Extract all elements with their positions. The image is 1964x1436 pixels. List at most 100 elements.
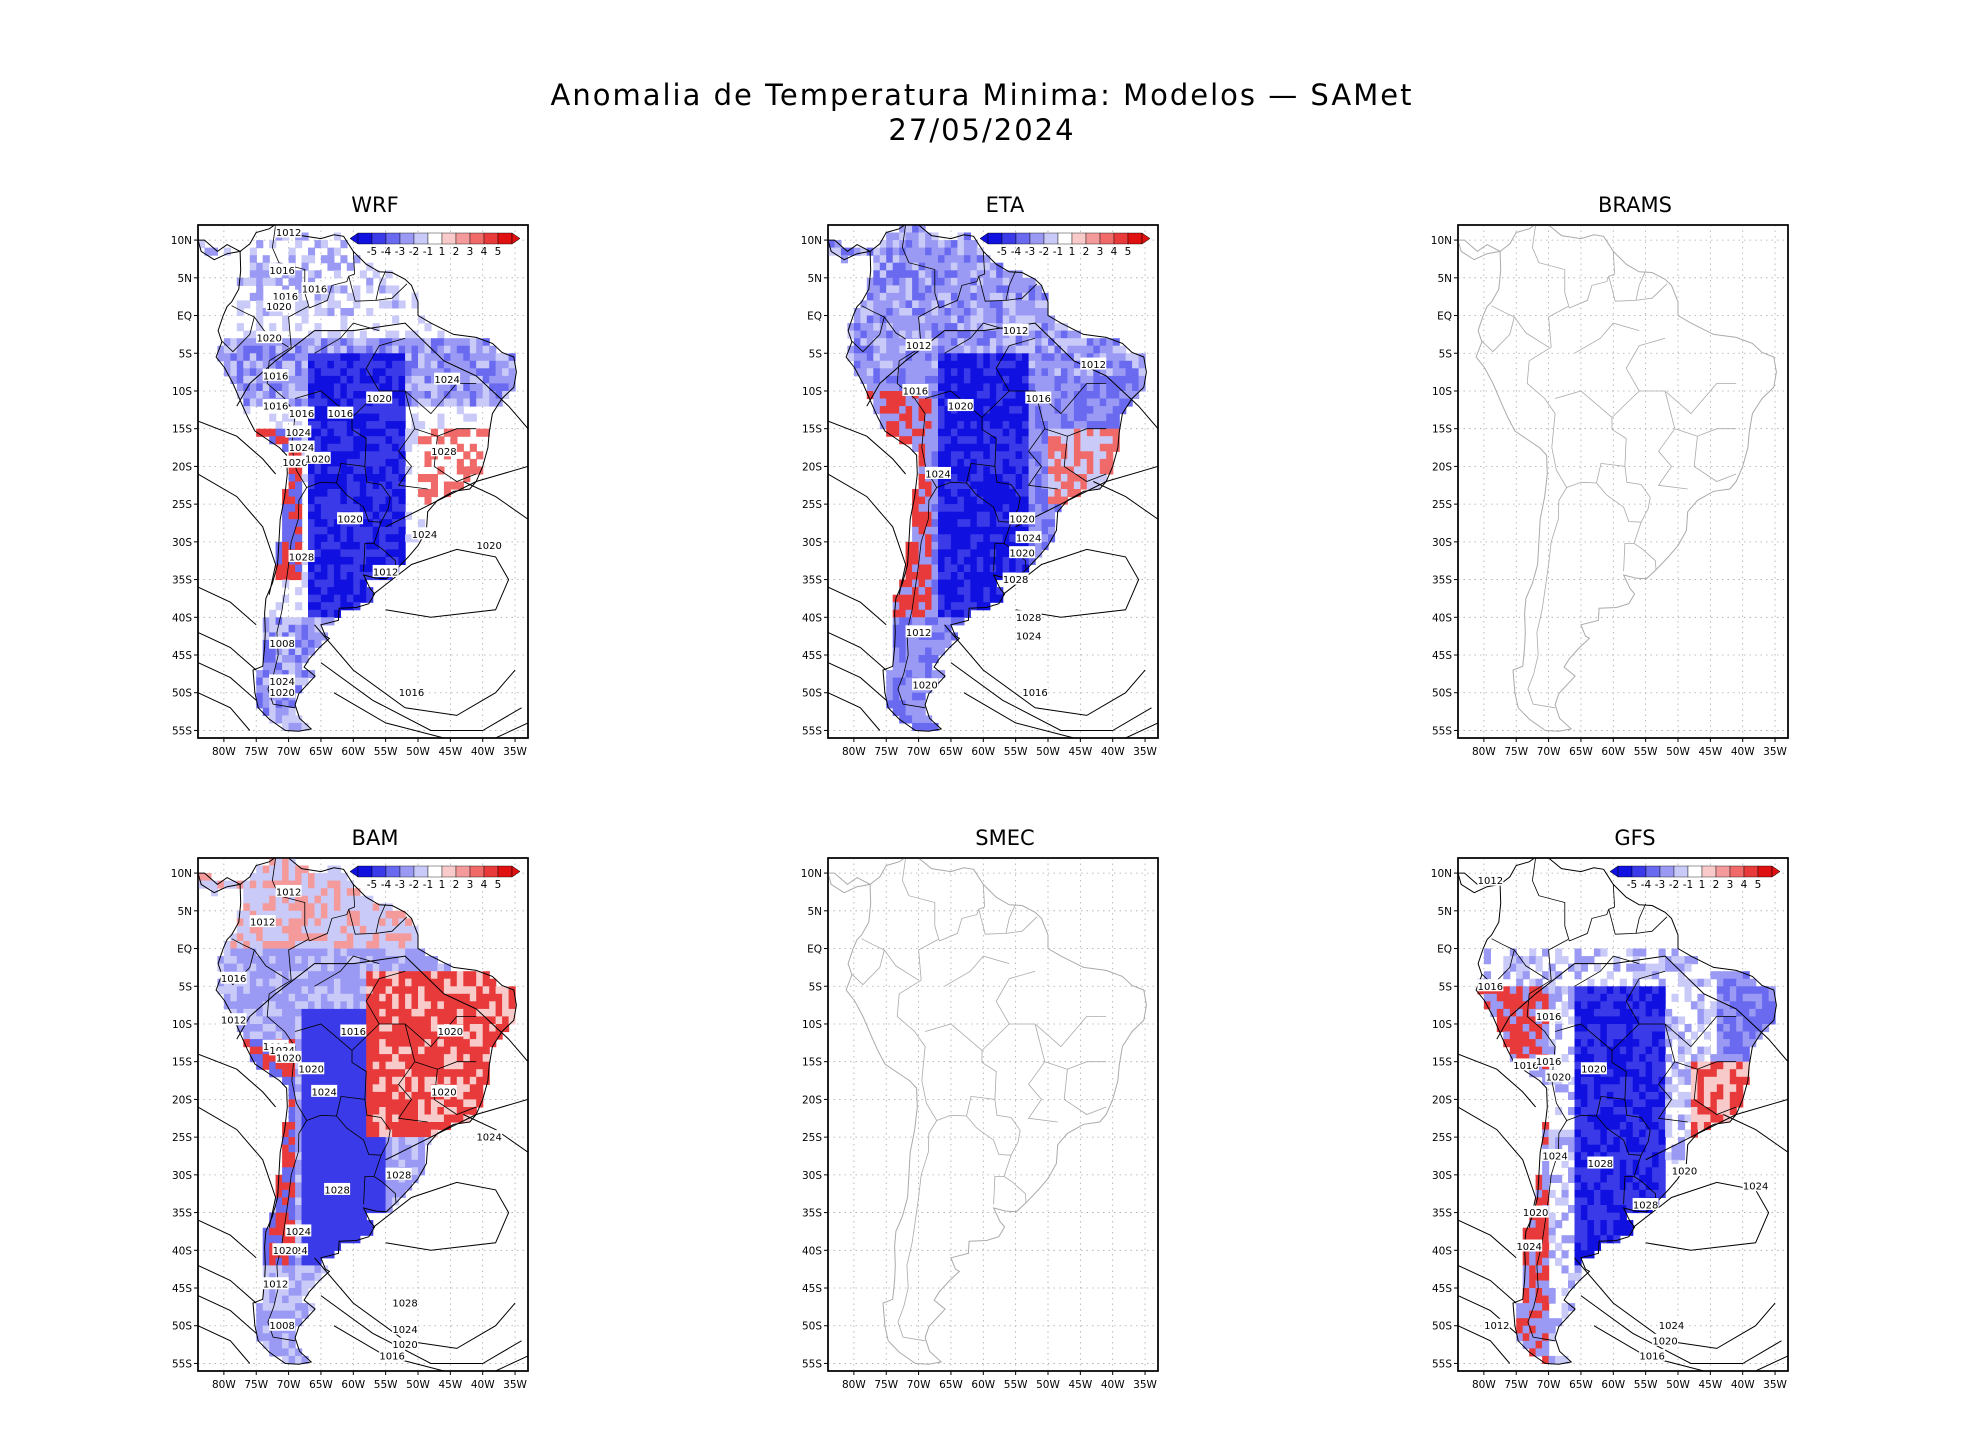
anomaly-cell <box>411 1129 419 1138</box>
anomaly-cell <box>983 406 991 415</box>
anomaly-cell <box>957 602 965 611</box>
anomaly-cell <box>301 1137 309 1146</box>
colorbar-label: 4 <box>1111 246 1118 258</box>
anomaly-cell <box>288 1084 296 1093</box>
anomaly-cell <box>1022 428 1030 437</box>
anomaly-cell <box>379 925 387 934</box>
anomaly-cell <box>430 963 438 972</box>
anomaly-cell <box>918 375 926 384</box>
anomaly-cell <box>983 338 991 347</box>
anomaly-cell <box>840 247 848 256</box>
anomaly-cell <box>879 330 887 339</box>
anomaly-cell <box>970 353 978 362</box>
anomaly-cell <box>430 489 438 498</box>
anomaly-cell <box>1112 345 1120 354</box>
anomaly-cell <box>1028 353 1036 362</box>
anomaly-cell <box>976 549 984 558</box>
anomaly-cell <box>359 466 367 475</box>
anomaly-cell <box>944 436 952 445</box>
anomaly-cell <box>1009 391 1017 400</box>
anomaly-cell <box>1067 421 1075 430</box>
anomaly-cell <box>308 1265 316 1274</box>
country-border <box>1625 337 1666 392</box>
anomaly-cell <box>288 1152 296 1161</box>
anomaly-cell <box>424 1031 432 1040</box>
anomaly-cell <box>430 360 438 369</box>
anomaly-cell <box>353 1122 361 1131</box>
anomaly-cell <box>308 933 316 942</box>
anomaly-cell <box>366 1197 374 1206</box>
anomaly-cell <box>346 489 354 498</box>
anomaly-cell <box>482 398 490 407</box>
anomaly-cell <box>1022 496 1030 505</box>
country-border <box>1633 522 1657 570</box>
anomaly-cell <box>970 421 978 430</box>
anomaly-cell <box>957 232 965 241</box>
anomaly-cell <box>366 1122 374 1131</box>
anomaly-cell <box>398 534 406 543</box>
anomaly-cell <box>931 255 939 264</box>
lat-label: EQ <box>177 311 192 323</box>
anomaly-cell <box>918 270 926 279</box>
anomaly-cell <box>938 458 946 467</box>
anomaly-cell <box>1138 383 1146 392</box>
anomaly-cell <box>282 315 290 324</box>
anomaly-cell <box>392 300 400 309</box>
anomaly-cell <box>1048 519 1056 528</box>
isobar-label: 1028 <box>289 552 314 563</box>
anomaly-cell <box>379 1129 387 1138</box>
anomaly-cell <box>392 933 400 942</box>
anomaly-cell <box>495 1016 503 1025</box>
anomaly-cell <box>249 956 257 965</box>
anomaly-cell <box>340 1054 348 1063</box>
anomaly-cell <box>353 918 361 927</box>
anomaly-cell <box>275 858 283 867</box>
anomaly-cell <box>269 391 277 400</box>
anomaly-cell <box>938 541 946 550</box>
isobar-label-bg <box>392 1296 419 1309</box>
anomaly-cell <box>359 918 367 927</box>
anomaly-cell <box>346 428 354 437</box>
anomaly-cell <box>1015 428 1023 437</box>
anomaly-cell <box>950 285 958 294</box>
anomaly-cell <box>989 338 997 347</box>
isobar-line <box>320 662 522 731</box>
anomaly-cell <box>476 1084 484 1093</box>
anomaly-cell <box>918 692 926 701</box>
anomaly-cell <box>398 345 406 354</box>
anomaly-cell <box>450 978 458 987</box>
anomaly-cell <box>418 948 426 957</box>
anomaly-cell <box>918 247 926 256</box>
anomaly-cell <box>469 398 477 407</box>
anomaly-cell <box>340 549 348 558</box>
anomaly-cell <box>886 323 894 332</box>
lat-label: 10N <box>171 235 192 247</box>
anomaly-cell <box>1060 406 1068 415</box>
anomaly-cell <box>288 481 296 490</box>
anomaly-cell <box>275 670 283 679</box>
isobar-label-bg <box>269 674 296 687</box>
anomaly-cell <box>1119 398 1127 407</box>
colorbar-label: 2 <box>453 879 460 891</box>
isobar-line <box>828 662 887 701</box>
anomaly-cell <box>963 323 971 332</box>
anomaly-cell <box>372 451 380 460</box>
anomaly-cell <box>437 383 445 392</box>
anomaly-cell <box>463 1061 471 1070</box>
anomaly-cell <box>925 398 933 407</box>
anomaly-cell <box>366 1227 374 1236</box>
anomaly-cell <box>288 1348 296 1357</box>
anomaly-cell <box>398 1129 406 1138</box>
anomaly-cell <box>269 1016 277 1025</box>
anomaly-cell <box>905 240 913 249</box>
anomaly-cell <box>275 1001 283 1010</box>
anomaly-cell <box>950 436 958 445</box>
anomaly-cell <box>353 285 361 294</box>
anomaly-cell <box>1067 338 1075 347</box>
anomaly-cell <box>970 375 978 384</box>
anomaly-cell <box>308 504 316 513</box>
anomaly-cell <box>249 383 257 392</box>
anomaly-cell <box>346 1054 354 1063</box>
lat-label: 5N <box>177 906 192 918</box>
anomaly-cell <box>931 451 939 460</box>
